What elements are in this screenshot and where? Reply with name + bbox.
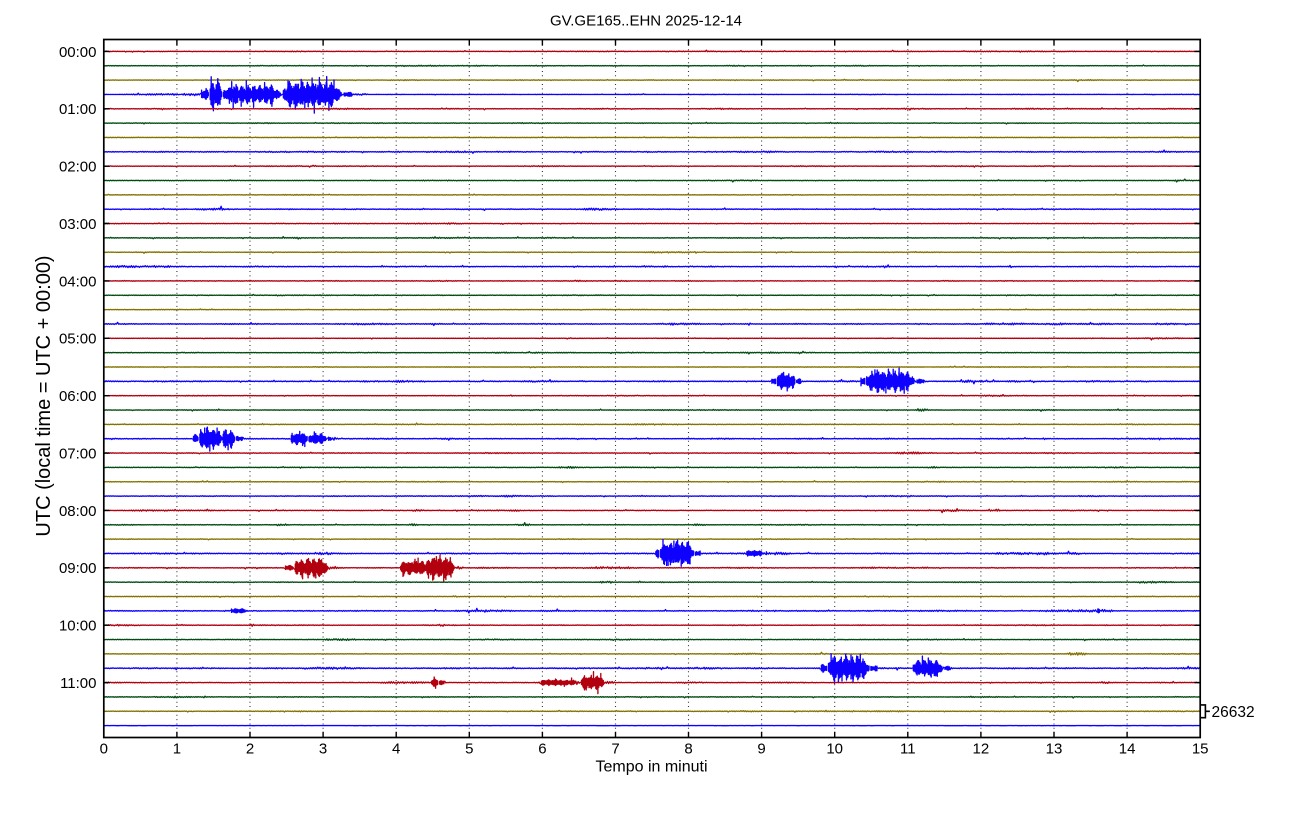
svg-text:03:00: 03:00 (59, 216, 97, 233)
svg-text:26632: 26632 (1212, 704, 1255, 721)
svg-text:09:00: 09:00 (59, 560, 97, 577)
svg-text:00:00: 00:00 (59, 44, 97, 61)
svg-text:08:00: 08:00 (59, 503, 97, 520)
svg-text:14: 14 (1119, 740, 1136, 757)
svg-text:7: 7 (611, 740, 619, 757)
svg-text:11: 11 (900, 740, 916, 757)
svg-text:11:00: 11:00 (60, 675, 96, 692)
svg-text:8: 8 (684, 740, 692, 757)
svg-text:1: 1 (173, 740, 181, 757)
svg-text:2: 2 (246, 740, 254, 757)
svg-text:10:00: 10:00 (59, 618, 97, 635)
svg-text:01:00: 01:00 (59, 101, 97, 118)
svg-text:13: 13 (1046, 740, 1063, 757)
svg-text:6: 6 (538, 740, 546, 757)
svg-text:05:00: 05:00 (59, 331, 97, 348)
svg-text:10: 10 (826, 740, 843, 757)
svg-text:04:00: 04:00 (59, 273, 97, 290)
svg-text:Tempo in minuti: Tempo in minuti (595, 759, 707, 776)
svg-text:9: 9 (757, 740, 765, 757)
svg-text:4: 4 (392, 740, 400, 757)
svg-text:15: 15 (1192, 740, 1209, 757)
svg-text:06:00: 06:00 (59, 388, 97, 405)
svg-text:GV.GE165..EHN 2025-12-14: GV.GE165..EHN 2025-12-14 (550, 12, 742, 29)
svg-text:5: 5 (465, 740, 473, 757)
svg-text:12: 12 (973, 740, 990, 757)
svg-text:07:00: 07:00 (59, 446, 97, 463)
svg-text:02:00: 02:00 (59, 159, 97, 176)
svg-text:3: 3 (319, 740, 327, 757)
svg-text:UTC (local time = UTC + 00:00): UTC (local time = UTC + 00:00) (33, 255, 55, 536)
svg-text:0: 0 (100, 740, 108, 757)
